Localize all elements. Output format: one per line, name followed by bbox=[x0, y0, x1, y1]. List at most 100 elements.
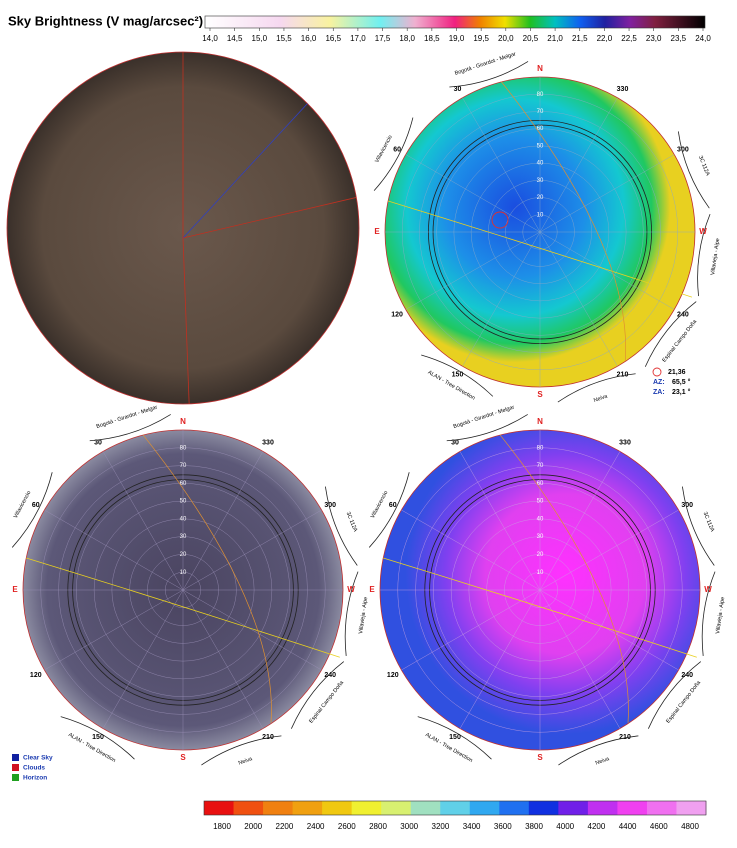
cardinal-label: S bbox=[537, 753, 543, 762]
zenith-label: 10 bbox=[180, 570, 187, 576]
zenith-label: 40 bbox=[537, 516, 544, 522]
tick-label: 3200 bbox=[432, 822, 450, 831]
azimuth-line bbox=[539, 231, 675, 310]
cardinal-label: E bbox=[12, 585, 18, 594]
azimuth-line bbox=[405, 231, 541, 310]
azimuth-label: 300 bbox=[681, 502, 693, 509]
zenith-label: 50 bbox=[180, 499, 187, 505]
zenith-label: 50 bbox=[537, 499, 544, 505]
ecliptic bbox=[387, 200, 693, 298]
colorbar-segment bbox=[233, 801, 264, 815]
landmark-arc bbox=[449, 61, 529, 88]
sector-line bbox=[182, 103, 308, 239]
azimuth-line bbox=[539, 154, 675, 233]
cardinal-label: N bbox=[180, 417, 186, 426]
cardinal-label: S bbox=[537, 390, 543, 399]
azimuth-line bbox=[462, 231, 541, 367]
sector-line bbox=[182, 237, 190, 404]
azimuth-line bbox=[102, 589, 184, 729]
zenith-label: 10 bbox=[537, 212, 544, 218]
legend-label: Clear Sky bbox=[23, 755, 53, 762]
landmark-label: Neiva bbox=[238, 756, 254, 767]
tick-label: 3600 bbox=[494, 822, 512, 831]
landmark-arc bbox=[701, 571, 716, 656]
tick-label: 2000 bbox=[244, 822, 262, 831]
azimuth-label: 330 bbox=[619, 440, 631, 447]
landmark-arc bbox=[324, 486, 358, 566]
landmark-arc bbox=[697, 213, 711, 297]
colorbar-segment bbox=[292, 801, 323, 815]
tick-label: 2200 bbox=[276, 822, 294, 831]
tick-label: 19,5 bbox=[473, 34, 489, 43]
zenith-label: 60 bbox=[180, 481, 187, 487]
landmark-arc bbox=[368, 472, 410, 548]
tick-label: 2600 bbox=[338, 822, 356, 831]
cardinal-label: W bbox=[699, 227, 707, 236]
tick-label: 23,0 bbox=[646, 34, 662, 43]
tick-label: 24,0 bbox=[695, 34, 711, 43]
azimuth-line bbox=[459, 589, 541, 729]
galactic-line bbox=[500, 81, 627, 361]
landmark-arc bbox=[60, 716, 135, 760]
zenith-label: 20 bbox=[180, 552, 187, 558]
azimuth-label: 330 bbox=[617, 86, 629, 93]
tick-label: 21,0 bbox=[547, 34, 563, 43]
zenith-label: 50 bbox=[537, 143, 544, 149]
colorbar-segment bbox=[587, 801, 618, 815]
azimuth-line bbox=[539, 589, 679, 671]
cardinal-label: W bbox=[704, 585, 712, 594]
tick-label: 4400 bbox=[619, 822, 637, 831]
azimuth-line bbox=[44, 509, 184, 591]
landmark-arc bbox=[421, 354, 494, 397]
colorbar-segment bbox=[322, 801, 353, 815]
tick-label: 20,0 bbox=[498, 34, 514, 43]
ecliptic bbox=[383, 557, 697, 658]
cardinal-label: E bbox=[369, 585, 375, 594]
landmark-label: Neiva bbox=[595, 756, 611, 767]
sector-line bbox=[182, 197, 357, 239]
colorbar-frame bbox=[203, 800, 707, 816]
azimuth-line bbox=[539, 451, 621, 591]
azimuth-line bbox=[539, 231, 618, 367]
tick-label: 3400 bbox=[463, 822, 481, 831]
zenith-label: 30 bbox=[537, 178, 544, 184]
azimuth-label: 150 bbox=[449, 734, 461, 741]
readout-icon bbox=[652, 367, 662, 377]
colorbar-segment bbox=[646, 801, 677, 815]
colorbar-segment bbox=[381, 801, 412, 815]
azimuth-label: 30 bbox=[451, 440, 459, 447]
tick-label: 14,5 bbox=[227, 34, 243, 43]
landmark-label: Villavicencio bbox=[370, 490, 389, 519]
landmark-arc bbox=[201, 735, 282, 766]
tick-label: 4600 bbox=[650, 822, 668, 831]
zenith-label: 70 bbox=[537, 463, 544, 469]
zenith-label: 30 bbox=[537, 534, 544, 540]
tick-label: 21,5 bbox=[572, 34, 588, 43]
azimuth-line bbox=[182, 589, 264, 729]
landmark-label: Villavicencio bbox=[374, 134, 393, 163]
landmark-label: Villavicencio bbox=[13, 490, 32, 519]
tick-label: 22,0 bbox=[597, 34, 613, 43]
zenith-label: 60 bbox=[537, 126, 544, 132]
azimuth-label: 240 bbox=[681, 672, 693, 679]
colorbar-segment bbox=[351, 801, 382, 815]
tick-label: 15,5 bbox=[276, 34, 292, 43]
azimuth-line bbox=[405, 154, 541, 233]
legend-swatch bbox=[12, 774, 19, 781]
azimuth-label: 150 bbox=[92, 734, 104, 741]
tick-label: 3800 bbox=[525, 822, 543, 831]
readout-value: 21,36 bbox=[668, 369, 686, 376]
landmark-label: Neiva bbox=[593, 393, 609, 404]
tick-label: 2800 bbox=[369, 822, 387, 831]
landmark-arc bbox=[446, 414, 528, 442]
landmark-label: Espinal Campo Doña bbox=[665, 679, 702, 724]
zenith-label: 20 bbox=[537, 552, 544, 558]
readout-marker bbox=[491, 211, 509, 229]
legend-swatch bbox=[12, 764, 19, 771]
azimuth-line bbox=[44, 589, 184, 671]
landmark-arc bbox=[558, 735, 639, 766]
azimuth-line bbox=[459, 451, 541, 591]
legend-label: Horizon bbox=[23, 775, 47, 782]
azimuth-line bbox=[462, 97, 541, 233]
tick-label: 18,5 bbox=[424, 34, 440, 43]
